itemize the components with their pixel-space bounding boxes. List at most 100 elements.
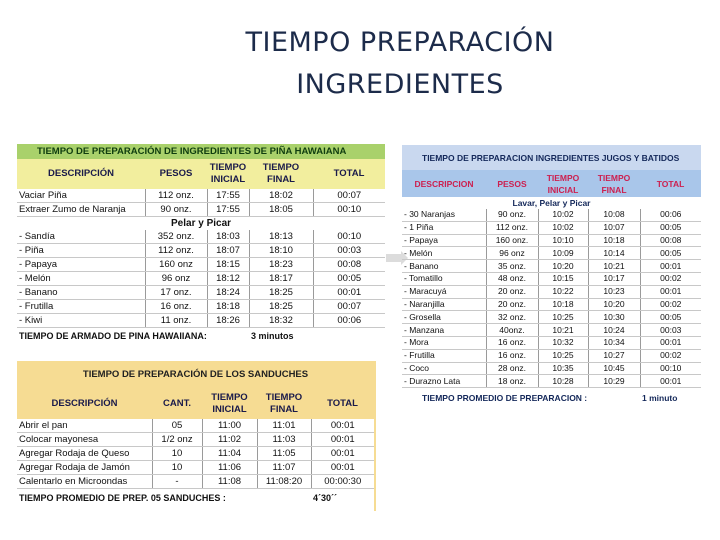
slide-title-line1: TIEMPO PREPARACIÓN: [245, 27, 555, 58]
table-cell: 00:00:30: [311, 474, 374, 489]
table-cell: 00:05: [640, 221, 702, 235]
table-cell: - Naranjilla: [402, 298, 487, 312]
table-cell: 18:25: [249, 299, 314, 314]
table-cell: 160 onz.: [486, 234, 539, 248]
column-header: TIEMPO INICIAL: [538, 170, 588, 197]
column-header: DESCRIPCION: [402, 170, 486, 197]
table-cell: - 1 Piña: [402, 221, 487, 235]
column-header: PESOS: [486, 170, 538, 197]
table-cell: 28 onz.: [486, 362, 539, 376]
table-cell: - Sandía: [17, 230, 146, 244]
table-cell: 18 onz.: [486, 374, 539, 389]
column-header: TIEMPO INICIAL: [202, 389, 257, 419]
jugos-section-label: Lavar, Pelar y Picar: [402, 197, 702, 209]
table-cell: - Maracuyá: [402, 285, 487, 299]
table-cell: Agregar Rodaja de Queso: [17, 446, 153, 461]
sanduches-table: TIEMPO DE PREPARACIÓN DE LOS SANDUCHES D…: [17, 361, 374, 507]
table-cell: 00:01: [311, 460, 374, 475]
table-cell: 18:17: [249, 271, 314, 286]
table-cell: Agregar Rodaja de Jamón: [17, 460, 153, 475]
table-cell: 16 onz.: [486, 349, 539, 363]
table-cell: 00:01: [311, 446, 374, 461]
table-cell: 17:55: [207, 202, 250, 217]
column-header: PESOS: [145, 159, 207, 189]
table-cell: 16 onz.: [486, 336, 539, 350]
table-row: - Durazno Lata 18 onz. 10:28 10:29 00:01: [402, 374, 702, 389]
arrow-decoration: [386, 251, 408, 265]
table-cell: 00:01: [311, 432, 374, 447]
table-row: - Grosella 32 onz. 10:25 10:30 00:05: [402, 310, 702, 325]
table-cell: 00:05: [640, 310, 702, 325]
table-cell: - Piña: [17, 243, 146, 258]
table-cell: 16 onz.: [145, 299, 208, 314]
table-row: - Frutilla 16 onz. 10:25 10:27 00:02: [402, 349, 702, 363]
table-cell: 00:03: [640, 323, 702, 337]
table-cell: 11:02: [202, 432, 258, 447]
table-row: Abrir el pan 05 11:00 11:01 00:01: [17, 419, 374, 433]
table-cell: 10:30: [588, 310, 641, 325]
sanduches-table-edge: [374, 361, 376, 511]
table-cell: 00:10: [313, 230, 386, 244]
table-cell: 00:01: [313, 285, 386, 300]
table-cell: 10:22: [538, 285, 589, 299]
pina-hawaiana-table: TIEMPO DE PREPARACIÓN DE INGREDIENTES DE…: [17, 144, 386, 344]
table-cell: 00:01: [640, 374, 702, 389]
table-row: - Melón 96 onz 18:12 18:17 00:05: [17, 271, 386, 286]
table-cell: 10:21: [538, 323, 589, 337]
table-cell: 40onz.: [486, 323, 539, 337]
table-cell: 10:18: [588, 234, 641, 248]
table-cell: - Tomatillo: [402, 272, 487, 286]
table-cell: 00:07: [313, 189, 386, 203]
table-cell: - Manzana: [402, 323, 487, 337]
table-cell: 90 onz.: [145, 202, 208, 217]
table-cell: - Durazno Lata: [402, 374, 487, 389]
table-cell: 18:07: [207, 243, 250, 258]
table-cell: - Papaya: [17, 257, 146, 272]
table-row: - Piña 112 onz. 18:07 18:10 00:03: [17, 243, 386, 258]
table-cell: 10:29: [588, 374, 641, 389]
table-cell: 1/2 onz: [152, 432, 203, 447]
table-row: - Mora 16 onz. 10:32 10:34 00:01: [402, 336, 702, 350]
table-row: - Papaya 160 onz 18:15 18:23 00:08: [17, 257, 386, 272]
table-cell: 11:01: [257, 419, 312, 433]
table-cell: - Kiwi: [17, 313, 146, 328]
table-cell: 00:05: [640, 246, 702, 261]
table-cell: 11 onz.: [145, 313, 208, 328]
table-cell: - Frutilla: [402, 349, 487, 363]
table-cell: 11:08:20: [257, 474, 312, 489]
table-cell: Colocar mayonesa: [17, 432, 153, 447]
table-cell: 18:12: [207, 271, 250, 286]
table-row: - Coco 28 onz. 10:35 10:45 00:10: [402, 362, 702, 376]
table-cell: 10:18: [538, 298, 589, 312]
pina-table-title: TIEMPO DE PREPARACIÓN DE INGREDIENTES DE…: [17, 144, 386, 159]
column-header: TIEMPO FINAL: [257, 389, 311, 419]
column-header: CANT.: [152, 389, 202, 419]
slide-title: TIEMPO PREPARACIÓN INGREDIENTES: [150, 22, 650, 106]
table-cell: 00:10: [313, 202, 386, 217]
table-cell: 00:02: [640, 349, 702, 363]
column-header: TIEMPO INICIAL: [207, 159, 249, 189]
pina-footer-value: 3 minutos: [249, 327, 386, 344]
table-row: - Maracuyá 20 onz. 10:22 10:23 00:01: [402, 285, 702, 299]
table-cell: 10:25: [538, 310, 589, 325]
table-cell: Calentarlo en Microondas: [17, 474, 153, 489]
table-cell: 18:15: [207, 257, 250, 272]
sanduches-table-title: TIEMPO DE PREPARACIÓN DE LOS SANDUCHES: [17, 361, 374, 389]
table-cell: 18:03: [207, 230, 250, 244]
table-cell: 10:28: [538, 374, 589, 389]
table-cell: 10:20: [538, 259, 589, 273]
table-cell: 00:02: [640, 272, 702, 286]
table-cell: - Coco: [402, 362, 487, 376]
slide-title-line2: INGREDIENTES: [296, 69, 504, 100]
sanduches-footer-label: TIEMPO PROMEDIO DE PREP. 05 SANDUCHES :: [19, 493, 226, 503]
table-row: - Papaya 160 onz. 10:10 10:18 00:08: [402, 234, 702, 248]
table-cell: 10: [152, 446, 203, 461]
table-cell: 18:32: [249, 313, 314, 328]
pina-footer-label: TIEMPO DE ARMADO DE PINA HAWAIIANA:: [17, 327, 249, 344]
table-cell: 17:55: [207, 189, 250, 203]
table-cell: 352 onz.: [145, 230, 208, 244]
table-cell: 18:25: [249, 285, 314, 300]
table-cell: 112 onz.: [145, 243, 208, 258]
table-cell: 18:26: [207, 313, 250, 328]
table-cell: 18:18: [207, 299, 250, 314]
